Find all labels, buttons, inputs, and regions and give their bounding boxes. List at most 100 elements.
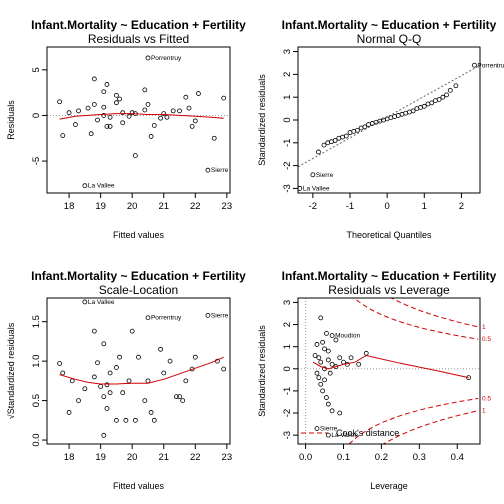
data-point <box>161 370 167 376</box>
cooks-contour-label: 1 <box>482 408 486 415</box>
data-point <box>91 76 97 82</box>
y-tick-label: 1.5 <box>31 315 42 328</box>
plot-frame <box>46 46 231 194</box>
data-point <box>355 127 360 133</box>
data-point <box>95 117 100 123</box>
point-label: La Vallee <box>331 432 358 439</box>
data-point <box>107 370 113 376</box>
x-tick-label: 0.0 <box>299 452 312 463</box>
data-point <box>316 375 322 381</box>
data-point <box>57 99 63 105</box>
data-point <box>158 115 163 121</box>
y-tick-label: 1.0 <box>31 355 42 368</box>
data-point <box>114 92 119 98</box>
data-point <box>192 354 198 360</box>
labeled-point <box>205 167 211 173</box>
labeled-point <box>145 315 151 321</box>
y-axis-label: Standardized residuals <box>257 325 267 417</box>
x-tick-label: 22 <box>190 201 201 212</box>
labeled-point <box>329 333 335 339</box>
data-point <box>107 390 113 396</box>
data-point <box>324 330 329 336</box>
data-point <box>322 346 327 352</box>
cooks-contour-label: 0.5 <box>482 336 491 343</box>
data-point <box>447 87 453 93</box>
labeled-point <box>82 299 88 305</box>
data-point <box>60 133 66 138</box>
data-point <box>333 364 339 369</box>
data-point <box>363 350 369 356</box>
labeled-point <box>472 62 477 68</box>
data-point <box>142 398 148 403</box>
labeled-point <box>314 426 320 431</box>
data-point <box>161 111 167 117</box>
data-point <box>436 97 442 102</box>
plot-subtitle: Scale-Location <box>99 283 178 297</box>
data-point <box>142 87 148 93</box>
x-tick-label: 18 <box>64 452 75 463</box>
data-point <box>192 118 198 124</box>
x-tick-label: 20 <box>127 201 138 212</box>
point-label: Sierre <box>211 167 229 174</box>
smooth-line <box>312 354 469 379</box>
data-point <box>114 100 119 106</box>
panel-qq: Infant.Mortality ~ Education + Fertility… <box>257 18 504 240</box>
cooks-contour <box>317 297 479 328</box>
labeled-point <box>82 183 88 189</box>
legend-label: Cook's distance <box>336 428 399 438</box>
x-tick-label: 23 <box>222 452 233 463</box>
y-tick-label: 3 <box>282 49 293 54</box>
data-point <box>440 94 446 100</box>
y-tick-label: -2 <box>282 409 293 417</box>
data-point <box>132 153 138 158</box>
data-point <box>114 365 119 370</box>
x-tick-label: 23 <box>222 201 233 212</box>
x-tick-label: 0.4 <box>451 452 464 463</box>
x-tick-label: 19 <box>95 452 106 463</box>
data-point <box>221 95 227 101</box>
data-point <box>183 94 189 100</box>
data-point <box>101 432 107 438</box>
data-point <box>148 410 154 415</box>
data-point <box>101 394 107 400</box>
point-label: Sierre <box>320 426 338 433</box>
point-label: Sierre <box>316 172 334 179</box>
data-point <box>104 123 110 129</box>
data-point <box>314 370 320 376</box>
data-point <box>333 337 339 343</box>
data-point <box>114 417 119 423</box>
data-point <box>57 361 63 366</box>
data-point <box>327 370 333 376</box>
data-point <box>362 124 368 130</box>
y-axis-label: Residuals <box>6 100 16 140</box>
x-tick-label: 20 <box>127 452 138 463</box>
data-point <box>117 96 122 102</box>
point-label: Porrentruy <box>477 62 504 69</box>
data-point <box>132 417 138 423</box>
data-point <box>173 394 179 400</box>
data-point <box>341 359 346 365</box>
data-point <box>98 383 104 389</box>
x-tick-label: 19 <box>95 201 106 212</box>
point-label: La Vallee <box>88 299 115 306</box>
data-point <box>453 83 459 89</box>
data-point <box>314 342 320 347</box>
data-point <box>318 381 324 387</box>
data-point <box>316 149 321 155</box>
labeled-point <box>145 55 151 61</box>
data-point <box>76 398 81 403</box>
point-label: Porrentruy <box>151 55 182 62</box>
data-point <box>429 100 435 106</box>
data-point <box>107 123 113 129</box>
data-point <box>120 390 126 396</box>
data-point <box>164 114 170 120</box>
x-tick-label: 1 <box>422 201 427 212</box>
data-point <box>356 361 362 367</box>
data-point <box>348 355 354 361</box>
data-point <box>104 82 110 87</box>
data-point <box>151 123 157 128</box>
x-tick-label: -1 <box>346 201 354 212</box>
data-point <box>91 102 97 107</box>
y-tick-label: 3 <box>282 300 293 305</box>
data-point <box>325 357 331 363</box>
